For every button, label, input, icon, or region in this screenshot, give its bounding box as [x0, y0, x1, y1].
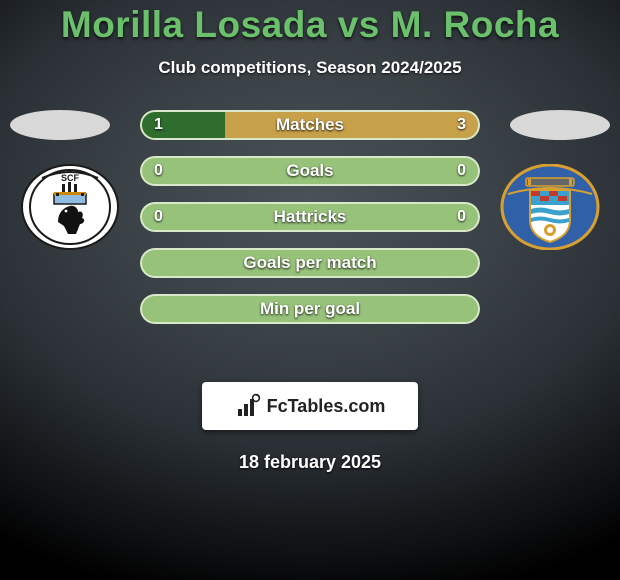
stat-bar: Min per goal [140, 294, 480, 324]
stat-label: Matches [140, 110, 480, 140]
farense-crest-icon: SCF [20, 164, 120, 250]
stat-bar: 00Goals [140, 156, 480, 186]
watermark-badge: FcTables.com [202, 382, 418, 430]
watermark-text: FcTables.com [267, 396, 386, 417]
comparison-area: SCF [0, 110, 620, 370]
page-title: Morilla Losada vs M. Rocha [0, 4, 620, 46]
stat-label: Min per goal [140, 294, 480, 324]
generation-date: 18 february 2025 [0, 452, 620, 473]
arouca-crest-icon [500, 164, 600, 250]
club-badge-right [500, 164, 600, 250]
stat-bar: 00Hattricks [140, 202, 480, 232]
stat-bars-container: 13Matches 00Goals 00Hattricks Goals per mat… [140, 110, 480, 340]
player-photo-placeholder-left [10, 110, 110, 140]
svg-text:SCF: SCF [61, 173, 80, 183]
stat-bar: Goals per match [140, 248, 480, 278]
page-subtitle: Club competitions, Season 2024/2025 [0, 58, 620, 78]
fctables-logo-icon [235, 393, 261, 419]
stat-label: Hattricks [140, 202, 480, 232]
stat-label: Goals [140, 156, 480, 186]
content-root: Morilla Losada vs M. Rocha Club competit… [0, 0, 620, 580]
stat-bar: 13Matches [140, 110, 480, 140]
player-photo-placeholder-right [510, 110, 610, 140]
club-badge-left: SCF [20, 164, 120, 250]
stat-label: Goals per match [140, 248, 480, 278]
